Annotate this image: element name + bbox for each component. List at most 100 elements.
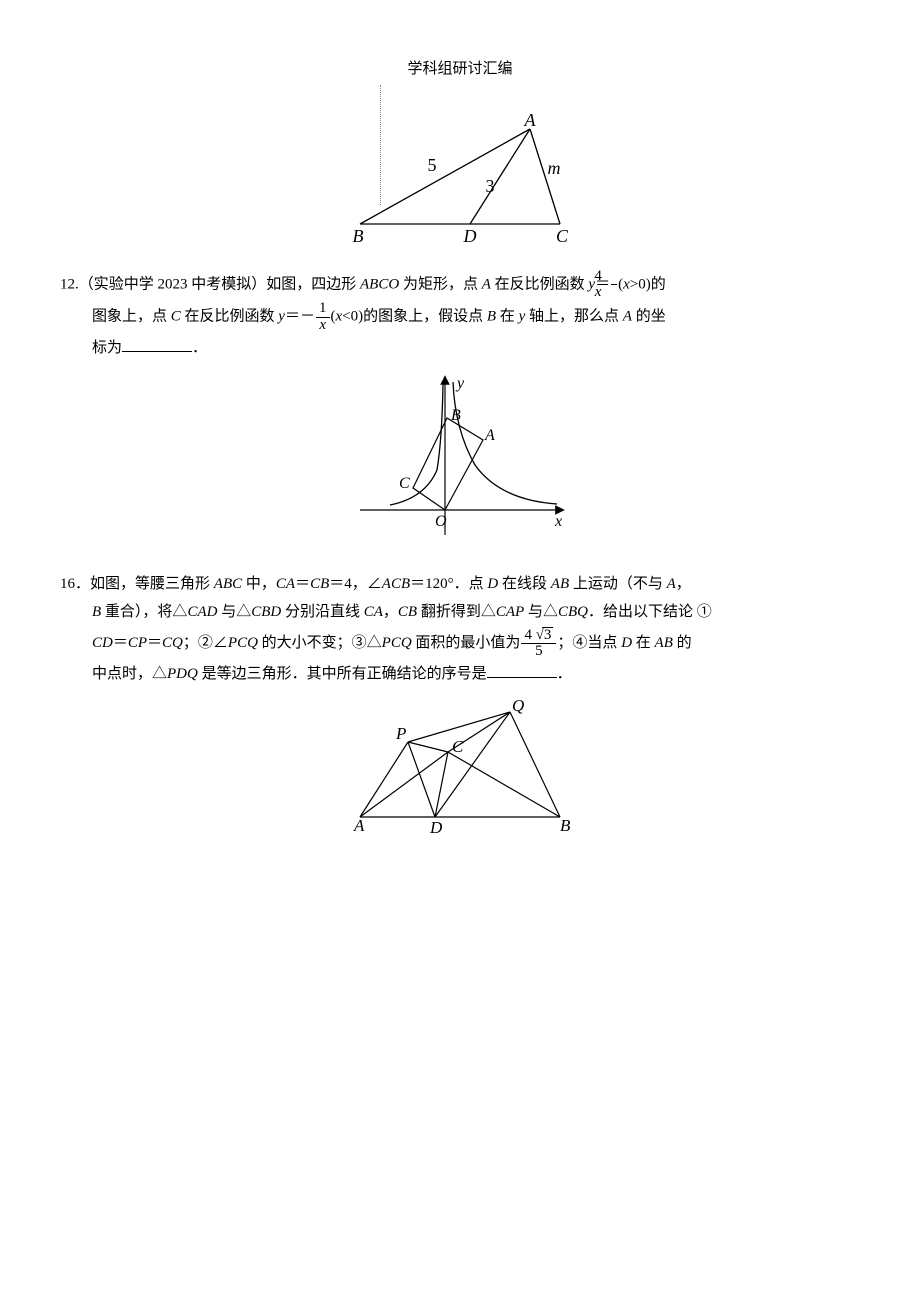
- fig1-label-5: 5: [428, 155, 437, 175]
- q16-eq5: ＝: [147, 635, 162, 651]
- q12-frac2: 1x: [316, 301, 330, 334]
- fig3-label-B: B: [560, 816, 571, 835]
- q16-t4: 在线段: [498, 576, 551, 592]
- q16-eq2: ＝: [329, 576, 344, 592]
- fig2-label-B: B: [451, 407, 461, 424]
- q12-line2e: 的坐: [632, 309, 666, 325]
- fig3-label-Q: Q: [512, 697, 524, 715]
- q16-l2e: 翻折得到△: [417, 604, 496, 620]
- q12-blank: [122, 334, 192, 352]
- q16-l3a: CD: [92, 635, 113, 651]
- problem-16-line3: CD＝CP＝CQ；②∠PCQ 的大小不变；③△PCQ 面积的最小值为4 √35；…: [60, 627, 860, 661]
- q12-frac1-num: 4: [611, 269, 617, 286]
- q16-A: A: [667, 576, 676, 592]
- q16-deg: 120°: [425, 576, 454, 592]
- q16-comma3: ，: [383, 604, 398, 620]
- q16-l2b: 重合），将△: [101, 604, 187, 620]
- q16-pcq: PCQ: [228, 635, 258, 651]
- q16-pdq: PDQ: [167, 666, 198, 682]
- q12-line2c: 在: [496, 309, 519, 325]
- q16-l3e: 的大小不变；③△: [258, 635, 382, 651]
- q16-comma2: ，: [676, 576, 691, 592]
- fig1-label-C: C: [556, 226, 569, 244]
- q16-cb2: CB: [398, 604, 417, 620]
- q16-eq1: ＝: [295, 576, 310, 592]
- fig3-label-D: D: [429, 818, 443, 837]
- q12-period: ．: [192, 340, 207, 356]
- fig3-label-A: A: [353, 816, 365, 835]
- q16-l3c: CQ: [162, 635, 183, 651]
- q16-AB2: AB: [655, 635, 673, 651]
- q16-frac: 4 √35: [521, 627, 556, 661]
- q16-blank: [487, 661, 557, 679]
- problem-12: 12.（实验中学 2023 中考模拟）如图，四边形 ABCO 为矩形，点 A 在…: [60, 269, 860, 363]
- figure-3: A B C D P Q: [60, 697, 860, 848]
- q12-line2d: 轴上，那么点: [525, 309, 623, 325]
- q12-frac2-den: x: [316, 318, 330, 334]
- figure-1-svg: A B D C m 5 3: [330, 114, 590, 244]
- q16-number: 16．: [60, 576, 90, 592]
- q16-l3g: ；④当点: [557, 635, 621, 651]
- fig1-label-3: 3: [486, 176, 495, 196]
- figure-2-svg: y x O A B C: [345, 370, 575, 545]
- q16-eq4: ＝: [113, 635, 128, 651]
- q12-dom1op: >0): [630, 276, 651, 292]
- q16-fnum-a: 4: [524, 627, 532, 643]
- problem-16: 16．如图，等腰三角形 ABC 中，CA＝CB＝4，∠ACB＝120°．点 D …: [60, 570, 860, 689]
- q12-y2: y: [278, 309, 285, 325]
- fig2-label-O: O: [435, 513, 447, 530]
- q12-A: A: [482, 276, 491, 292]
- q16-sqrt-arg: 3: [542, 627, 554, 643]
- q16-acb: ACB: [382, 576, 410, 592]
- fig2-label-C: C: [399, 475, 410, 492]
- problem-12-line1: 12.（实验中学 2023 中考模拟）如图，四边形 ABCO 为矩形，点 A 在…: [60, 269, 860, 302]
- q12-frac2-num: 1: [316, 301, 330, 318]
- q16-t5: 上运动（不与: [569, 576, 667, 592]
- figure-3-svg: A B C D P Q: [330, 697, 590, 837]
- problem-12-line2: 图象上，点 C 在反比例函数 y＝－1x(x<0)的图象上，假设点 B 在 y …: [60, 301, 860, 334]
- q16-l2g: ．给出以下结论 ①: [588, 604, 712, 620]
- q12-line2b: 在反比例函数: [181, 309, 279, 325]
- q16-t1: 如图，等腰三角形: [90, 576, 214, 592]
- problem-16-line4: 中点时，△PDQ 是等边三角形．其中所有正确结论的序号是．: [60, 660, 860, 689]
- q16-eq3: ＝: [410, 576, 425, 592]
- q12-abco: ABCO: [360, 276, 399, 292]
- figure-1: A B D C m 5 3: [60, 114, 860, 255]
- fig1-label-A: A: [524, 114, 537, 130]
- q16-l3d: ；②∠: [183, 635, 228, 651]
- fig2-label-x: x: [554, 513, 562, 530]
- margin-dotted-line: [380, 85, 381, 205]
- q16-l2d: 分别沿直线: [281, 604, 364, 620]
- page-header: 学科组研讨汇编: [0, 55, 920, 84]
- q16-l3b: CP: [128, 635, 147, 651]
- fig2-label-y: y: [455, 375, 465, 392]
- q12-dom2op: <0): [342, 309, 363, 325]
- q12-dom2b: 的图象上，假设点: [363, 309, 487, 325]
- q16-l3i: 的: [673, 635, 692, 651]
- figure-2: y x O A B C: [60, 370, 860, 556]
- q16-l3f: 面积的最小值为: [412, 635, 521, 651]
- q12-frac1: 4x: [611, 269, 617, 302]
- q16-l3h: 在: [632, 635, 655, 651]
- q12-B: B: [487, 309, 496, 325]
- problem-12-line3: 标为．: [60, 334, 860, 363]
- q16-D: D: [487, 576, 498, 592]
- q16-t2: 中，: [242, 576, 276, 592]
- q16-l2a: B: [92, 604, 101, 620]
- fig1-label-B: B: [353, 226, 364, 244]
- q12-t2: 在反比例函数: [491, 276, 589, 292]
- q12-pre: （实验中学 2023 中考模拟）如图，四边形: [79, 276, 360, 292]
- q16-cb: CB: [310, 576, 329, 592]
- q16-t3: ．点: [454, 576, 488, 592]
- q12-dom1end: 的: [651, 276, 666, 292]
- q12-line2a: 图象上，点: [92, 309, 171, 325]
- fig3-label-P: P: [395, 724, 406, 743]
- q16-cad: CAD: [187, 604, 217, 620]
- q16-frac-den: 5: [521, 644, 556, 660]
- q16-comma1: ，: [352, 576, 367, 592]
- q16-ang: ∠: [367, 576, 382, 592]
- q16-D2: D: [621, 635, 632, 651]
- q12-A2: A: [623, 309, 632, 325]
- q16-l4a: 中点时，△: [92, 666, 167, 682]
- problem-16-line2: B 重合），将△CAD 与△CBD 分别沿直线 CA，CB 翻折得到△CAP 与…: [60, 598, 860, 627]
